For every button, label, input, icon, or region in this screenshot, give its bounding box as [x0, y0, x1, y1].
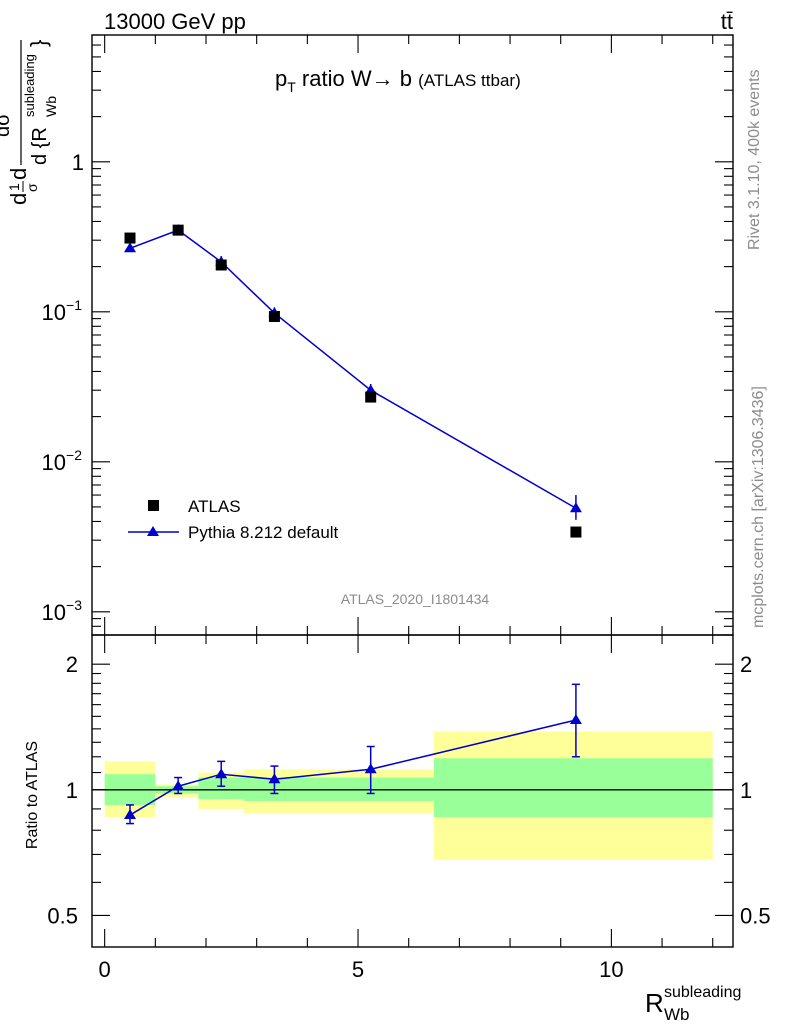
analysis-watermark: ATLAS_2020_I1801434 [341, 591, 490, 607]
atlas-point [268, 310, 280, 322]
ratio-band-inner [198, 777, 245, 800]
main-y-tick-label: 10−1 [42, 297, 83, 325]
mc-point [569, 502, 582, 513]
ratio-y-tick-label-right: 1 [740, 778, 752, 803]
atlas-point [215, 259, 227, 271]
svg-text:Wb: Wb [664, 1005, 690, 1024]
atlas-point [570, 526, 582, 538]
ratio-plot-frame [91, 634, 734, 948]
main-plot-frame [91, 34, 734, 636]
svg-text:d: d [6, 193, 31, 205]
main-y-axis-label: d 1 σ d dσ fid d {R Wb subleading } [0, 40, 59, 205]
atlas-point [172, 224, 184, 236]
x-tick-label: 10 [599, 957, 623, 982]
main-y-tick-label: 10−2 [42, 447, 83, 475]
ratio-line [129, 719, 577, 816]
ratio-point [215, 768, 228, 779]
ratio-y-tick-label-right: 0.5 [740, 903, 771, 928]
svg-text:d: d [6, 168, 31, 180]
svg-text:σ: σ [24, 183, 40, 192]
svg-text:subleading: subleading [664, 984, 741, 1001]
main-y-tick-label: 1 [72, 150, 84, 175]
x-tick-label: 0 [99, 957, 111, 982]
ratio-bands [104, 731, 713, 860]
svg-text:R: R [645, 988, 664, 1018]
ratio-point [124, 809, 137, 820]
ratio-y-axis-label: Ratio to ATLAS [24, 741, 41, 849]
legend-atlas-marker [148, 500, 159, 511]
legend-mc-label: Pythia 8.212 default [188, 523, 339, 542]
ratio-point [268, 773, 281, 784]
mc-point [124, 242, 137, 253]
mc-line [129, 229, 577, 509]
mc-series-ratio [124, 683, 582, 825]
atlas-point [365, 391, 377, 403]
ratio-point [172, 780, 185, 791]
rivet-version-label: Rivet 3.1.10, 400k events [746, 69, 763, 250]
ratio-y-tick-label-right: 2 [740, 652, 752, 677]
x-tick-label: 5 [352, 957, 364, 982]
svg-text:subleading: subleading [22, 54, 37, 117]
main-y-tick-label: 10−3 [42, 597, 83, 625]
svg-text:dσ: dσ [0, 113, 14, 137]
ratio-y-tick-label: 2 [66, 652, 78, 677]
svg-text:1: 1 [6, 183, 22, 191]
svg-text:Wb: Wb [43, 96, 59, 117]
header-left: 13000 GeV pp [104, 9, 246, 34]
mc-series-main [124, 224, 582, 520]
svg-text:}: } [26, 40, 51, 47]
axis-ticks: 1 10−1 10−2 10−3 2 2 1 1 0.5 0.5 0 5 10 [42, 34, 771, 982]
svg-text:d {R: d {R [29, 127, 51, 165]
ratio-point [364, 763, 377, 774]
atlas-series-main [124, 224, 582, 538]
header-right: tt̄ [721, 9, 733, 34]
ratio-y-tick-label: 1 [66, 778, 78, 803]
ratio-band-inner [434, 758, 713, 818]
atlas-point [124, 232, 136, 244]
mcplots-label: mcplots.cern.ch [arXiv:1306.3436] [750, 386, 767, 628]
plot-title: pT ratio W→ b (ATLAS ttbar) [275, 66, 521, 95]
legend-mc-marker [147, 526, 159, 536]
legend: ATLAS Pythia 8.212 default [128, 497, 339, 542]
ratio-point [569, 714, 582, 725]
ratio-y-tick-label: 0.5 [47, 903, 78, 928]
legend-atlas-label: ATLAS [188, 497, 241, 516]
x-axis-label: R Wb subleading [645, 984, 741, 1024]
